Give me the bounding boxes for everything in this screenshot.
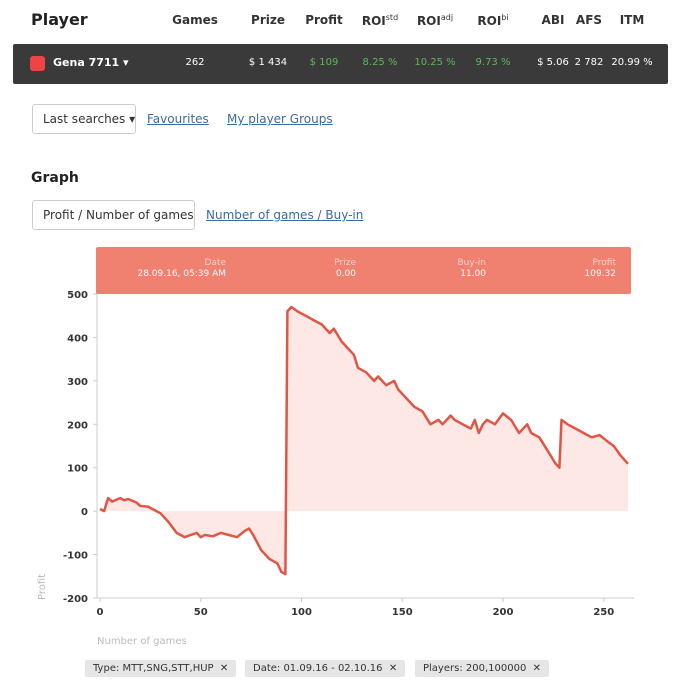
x-tick-label: 200 xyxy=(493,607,514,618)
y-axis-label: Profit xyxy=(37,574,48,600)
header-sup: bi xyxy=(501,13,509,22)
header-base: ROI xyxy=(361,14,386,28)
tooltip-label: Profit xyxy=(592,258,616,268)
column-header: AFS xyxy=(575,13,603,27)
link[interactable]: Favourites xyxy=(147,112,209,126)
player-name[interactable]: Gena 7711 ▾ xyxy=(53,56,129,69)
header-base: ROI xyxy=(416,14,441,28)
tooltip-value: 28.09.16, 05:39 AM xyxy=(137,269,226,279)
site-icon xyxy=(30,56,45,71)
y-tick-label: 100 xyxy=(67,464,88,475)
y-tick-label: 200 xyxy=(67,420,88,431)
header-sup: adj xyxy=(440,13,454,22)
player-stat: $ 5.06 xyxy=(537,57,569,68)
tab[interactable]: Number of games / Buy-in xyxy=(206,208,364,222)
column-header: ITM xyxy=(619,13,645,27)
header-sup: std xyxy=(385,13,399,22)
column-header: ABI xyxy=(541,13,565,27)
filter-tag[interactable]: Type: MTT,SNG,STT,HUP ✕ xyxy=(85,660,237,677)
y-tick-label: 300 xyxy=(67,377,88,388)
player-stat: 262 xyxy=(185,57,205,68)
tooltip-label: Buy-in xyxy=(457,258,487,268)
column-header: ROIstd xyxy=(362,13,398,28)
page-title: Player xyxy=(31,10,88,29)
tooltip-label: Date xyxy=(204,258,226,268)
player-stat: 2 782 xyxy=(574,57,604,68)
tooltip xyxy=(96,247,631,294)
column-header: Profit xyxy=(305,13,343,27)
column-header: ROIbi xyxy=(477,13,508,28)
player-stat: $ 109 xyxy=(309,57,339,68)
y-tick-label: 0 xyxy=(81,507,88,518)
tooltip-value: 11.00 xyxy=(460,269,486,279)
x-tick-label: 150 xyxy=(392,607,413,618)
section-title: Graph xyxy=(31,170,79,186)
player-stat: 8.25 % xyxy=(362,57,398,68)
filter-tag[interactable]: Players: 200,100000 ✕ xyxy=(415,660,550,677)
column-header: ROIadj xyxy=(417,13,453,28)
y-tick-label: -100 xyxy=(63,551,88,562)
x-tick-label: 100 xyxy=(291,607,312,618)
filter-text: Type: MTT,SNG,STT,HUP xyxy=(93,663,214,674)
x-tick-label: 0 xyxy=(97,607,104,618)
header-base: ROI xyxy=(477,14,502,28)
x-tick-label: 50 xyxy=(194,607,208,618)
filter-text: Players: 200,100000 xyxy=(423,663,527,674)
line xyxy=(99,305,629,576)
tab-active[interactable]: Profit / Number of games xyxy=(32,200,195,230)
player-stat: 9.73 % xyxy=(475,57,511,68)
tooltip-value: 109.32 xyxy=(584,269,617,279)
dropdown[interactable]: Last searches ▾ xyxy=(32,104,136,134)
link[interactable]: My player Groups xyxy=(227,112,333,126)
x-tick-label: 250 xyxy=(593,607,614,618)
y-tick-label: 400 xyxy=(67,333,88,344)
tooltip-value: 0.00 xyxy=(335,269,356,279)
x-axis-label: Number of games xyxy=(97,636,187,647)
player-stat: $ 1 434 xyxy=(248,57,288,68)
player-name-text[interactable]: Gena 7711 xyxy=(53,56,120,69)
column-header: Prize xyxy=(251,13,285,27)
player-bar xyxy=(13,44,668,84)
player-stat: 10.25 % xyxy=(414,57,456,68)
player-stat: 20.99 % xyxy=(611,57,653,68)
y-tick-label: 500 xyxy=(67,290,88,301)
filter-text: Date: 01.09.16 - 02.10.16 xyxy=(253,663,383,674)
area xyxy=(100,307,628,575)
dropdown-label[interactable]: Last searches xyxy=(43,112,126,126)
y-tick-label: -200 xyxy=(63,594,88,605)
column-header: Games xyxy=(172,13,218,27)
filter-tag[interactable]: Date: 01.09.16 - 02.10.16 ✕ xyxy=(245,660,406,677)
tooltip-label: Prize xyxy=(334,258,356,268)
